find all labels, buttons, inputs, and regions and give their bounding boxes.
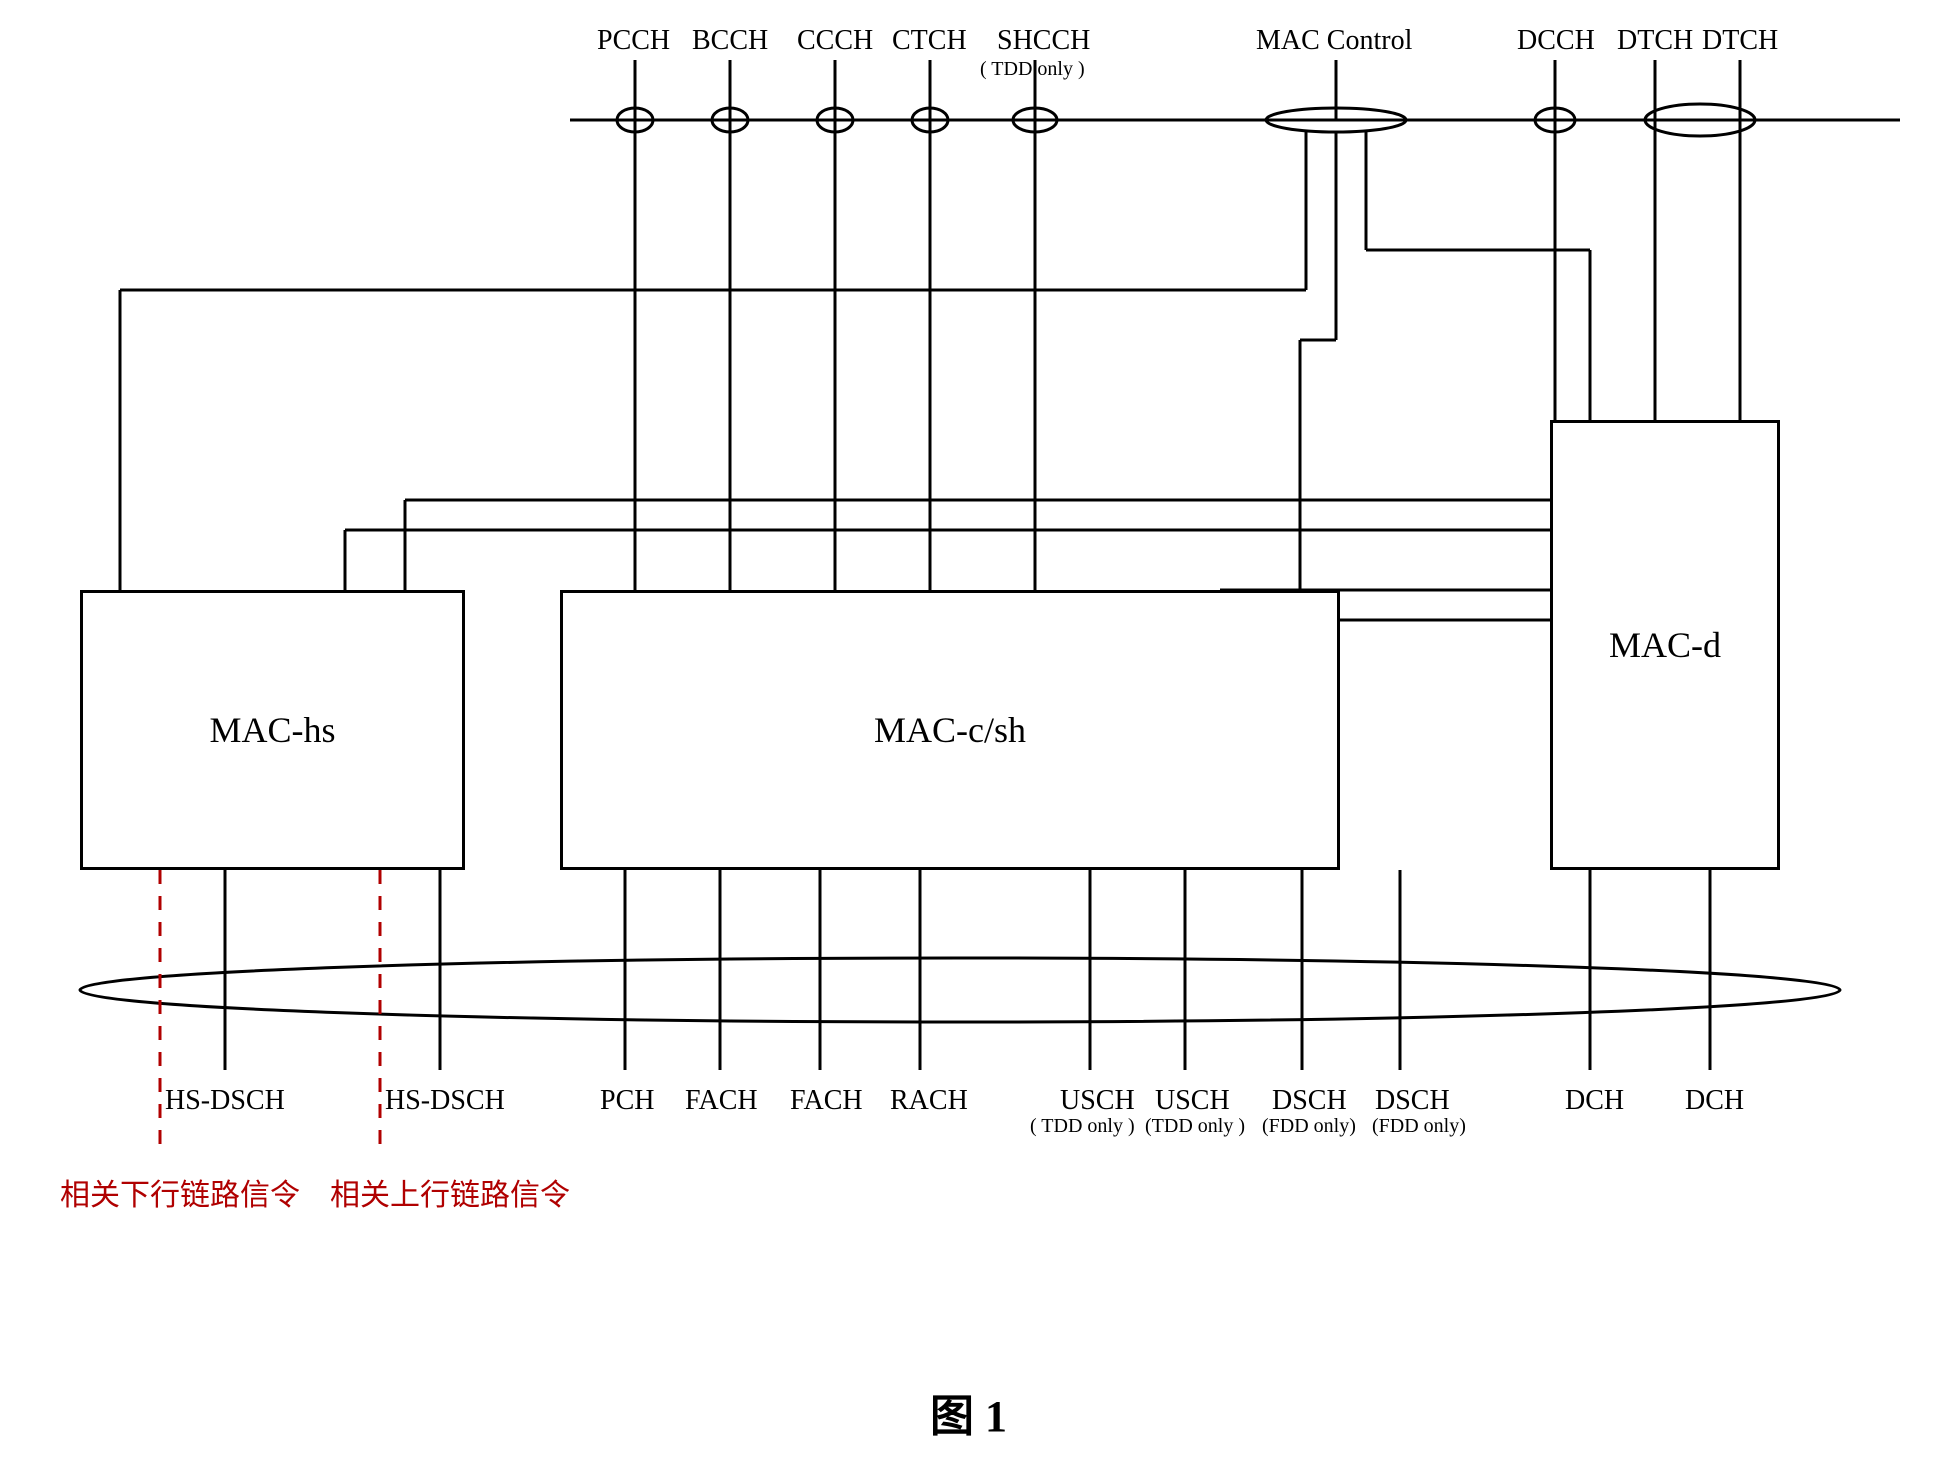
cn-dl-signaling-label: 相关下行链路信令 <box>60 1170 300 1214</box>
text-label: MAC Control <box>1256 25 1412 57</box>
text-label: CCCH <box>797 25 873 57</box>
text-label: DSCH <box>1272 1085 1347 1117</box>
text-label: DTCH <box>1702 25 1778 57</box>
text-label: DCCH <box>1517 25 1595 57</box>
text-label: HS-DSCH <box>385 1085 505 1117</box>
text-label: ( TDD only ) <box>1030 1115 1135 1138</box>
mac-hs-label: MAC-hs <box>209 709 335 751</box>
mac-hs-block: MAC-hs <box>80 590 465 870</box>
text-label: (FDD only) <box>1372 1115 1466 1138</box>
text-label: (TDD only ) <box>1145 1115 1245 1138</box>
text-label: DSCH <box>1375 1085 1450 1117</box>
text-label: FACH <box>790 1085 863 1117</box>
cn-ul-signaling-label: 相关上行链路信令 <box>330 1170 570 1214</box>
text-label: CTCH <box>892 25 967 57</box>
text-label: BCCH <box>692 25 768 57</box>
diagram-canvas: MAC-hs MAC-c/sh MAC-d PCCH BCCH CCCH CTCH SH… <box>0 0 1938 1474</box>
text-label: USCH <box>1155 1085 1230 1117</box>
text-label: DCH <box>1565 1085 1624 1117</box>
text-label: ( TDD only ) <box>980 58 1085 81</box>
text-label: PCH <box>600 1085 654 1117</box>
mac-csh-label: MAC-c/sh <box>874 709 1026 751</box>
text-label: (FDD only) <box>1262 1115 1356 1138</box>
text-label: DTCH <box>1617 25 1693 57</box>
mac-csh-block: MAC-c/sh <box>560 590 1340 870</box>
text-label: RACH <box>890 1085 968 1117</box>
text-label: SHCCH <box>997 25 1090 57</box>
mac-d-block: MAC-d <box>1550 420 1780 870</box>
text-label: PCCH <box>597 25 670 57</box>
mac-d-label: MAC-d <box>1609 624 1721 666</box>
text-label: DCH <box>1685 1085 1744 1117</box>
text-label: HS-DSCH <box>165 1085 285 1117</box>
text-label: FACH <box>685 1085 758 1117</box>
figure-caption: 图 1 <box>930 1380 1007 1444</box>
text-label: USCH <box>1060 1085 1135 1117</box>
